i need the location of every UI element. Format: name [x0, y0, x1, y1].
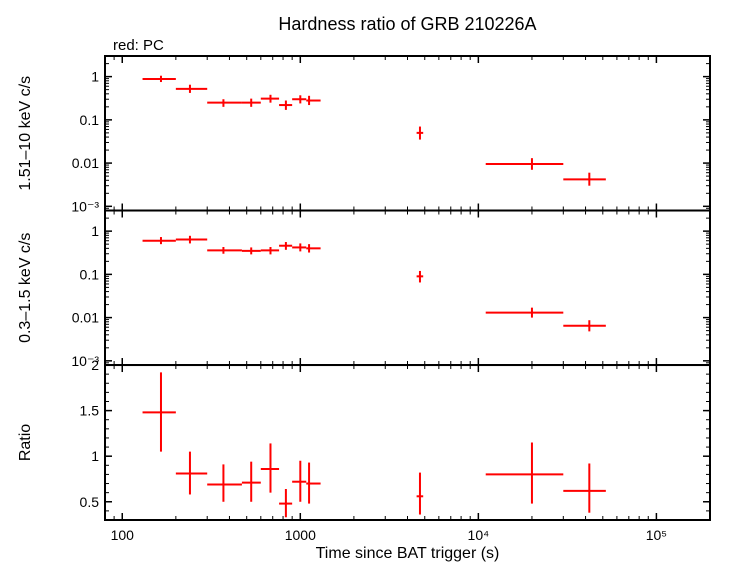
x-tick-label: 100	[111, 527, 135, 543]
y-tick-label: 1	[91, 69, 99, 85]
y-tick-label: 0.5	[80, 494, 100, 510]
y-tick-label: 2	[91, 357, 99, 373]
y-tick-label: 1.5	[80, 403, 100, 419]
panel-frame	[105, 56, 710, 211]
x-tick-label: 1000	[285, 527, 316, 543]
y-tick-label: 0.1	[80, 266, 100, 282]
chart-svg: Hardness ratio of GRB 210226A red: PC Time…	[0, 0, 742, 566]
y-tick-label: 0.01	[72, 310, 99, 326]
y-axis-label: 1.51–10 keV c/s	[17, 76, 34, 191]
data-series	[143, 372, 606, 517]
data-series	[143, 236, 606, 332]
legend-text: red: PC	[113, 37, 164, 54]
data-series	[143, 76, 606, 186]
panel-frame	[105, 211, 710, 366]
y-tick-label: 10⁻³	[71, 198, 99, 214]
x-tick-label: 10⁴	[468, 527, 490, 543]
y-tick-label: 1	[91, 448, 99, 464]
y-axis-label: Ratio	[17, 424, 34, 461]
y-tick-label: 0.01	[72, 155, 99, 171]
chart-title: Hardness ratio of GRB 210226A	[278, 14, 536, 34]
chart-container: Hardness ratio of GRB 210226A red: PC Time…	[0, 0, 742, 566]
x-axis-label: Time since BAT trigger (s)	[316, 545, 500, 562]
y-tick-label: 1	[91, 223, 99, 239]
panel-frame	[105, 365, 710, 520]
y-tick-label: 0.1	[80, 112, 100, 128]
y-axis-label: 0.3–1.5 keV c/s	[17, 233, 34, 343]
x-tick-label: 10⁵	[646, 527, 667, 543]
